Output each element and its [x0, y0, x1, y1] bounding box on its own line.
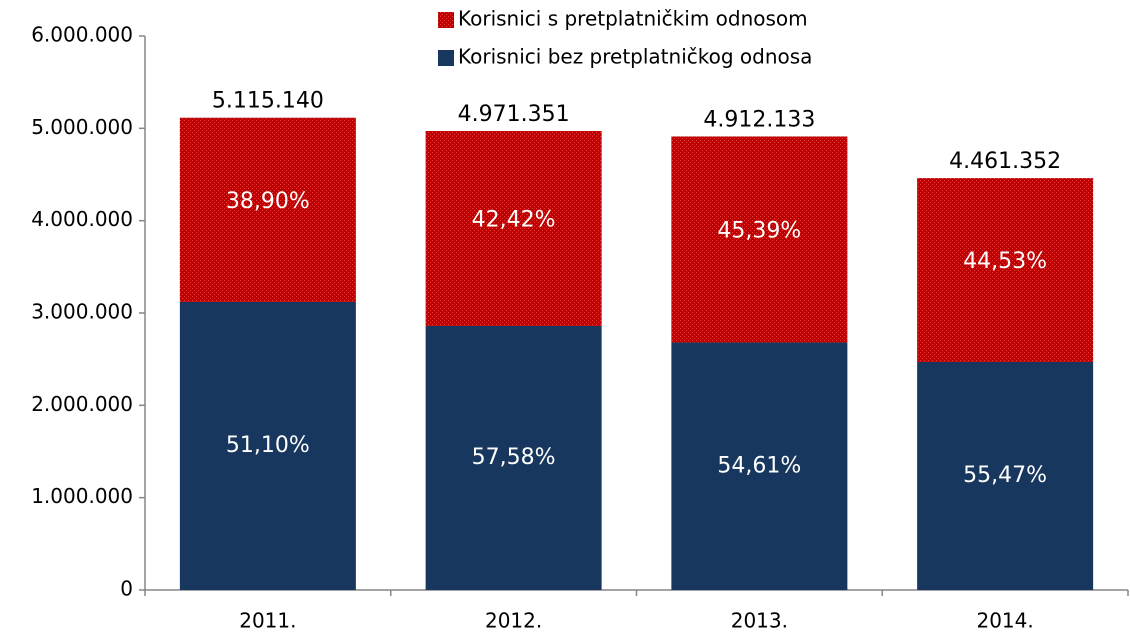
y-tick-label: 5.000.000: [31, 115, 133, 139]
x-tick-label: 2012.: [485, 609, 542, 633]
segment-label: 38,90%: [226, 189, 310, 214]
segment-label: 44,53%: [963, 249, 1047, 274]
segment-label: 45,39%: [717, 219, 801, 244]
total-label: 4.461.352: [949, 149, 1061, 174]
y-tick-label: 6.000.000: [31, 23, 133, 47]
segment-label: 54,61%: [717, 453, 801, 478]
bar-segment: [671, 342, 848, 590]
total-label: 5.115.140: [212, 89, 324, 114]
segment-label: 42,42%: [472, 207, 556, 232]
total-label: 4.912.133: [703, 107, 815, 132]
legend-swatch: [438, 12, 454, 28]
bar-segment: [179, 117, 356, 302]
total-label: 4.971.351: [458, 102, 570, 127]
x-tick-label: 2011.: [239, 609, 296, 633]
y-tick-label: 0: [120, 577, 133, 601]
bar-segment: [179, 301, 356, 590]
bar-segment: [671, 136, 848, 343]
bar-segment: [425, 325, 602, 590]
bar-segment: [917, 361, 1094, 590]
y-tick-label: 2.000.000: [31, 392, 133, 416]
x-tick-label: 2013.: [731, 609, 788, 633]
y-tick-label: 1.000.000: [31, 484, 133, 508]
x-tick-label: 2014.: [976, 609, 1033, 633]
segment-label: 51,10%: [226, 433, 310, 458]
legend-swatch: [438, 50, 454, 66]
bar-segment: [917, 178, 1094, 362]
segment-label: 55,47%: [963, 463, 1047, 488]
segment-label: 57,58%: [472, 445, 556, 470]
y-tick-label: 4.000.000: [31, 207, 133, 231]
bar-segment: [425, 131, 602, 326]
legend-label: Korisnici s pretplatničkim odnosom: [458, 7, 808, 31]
legend-label: Korisnici bez pretplatničkog odnosa: [458, 45, 812, 69]
y-tick-label: 3.000.000: [31, 300, 133, 324]
